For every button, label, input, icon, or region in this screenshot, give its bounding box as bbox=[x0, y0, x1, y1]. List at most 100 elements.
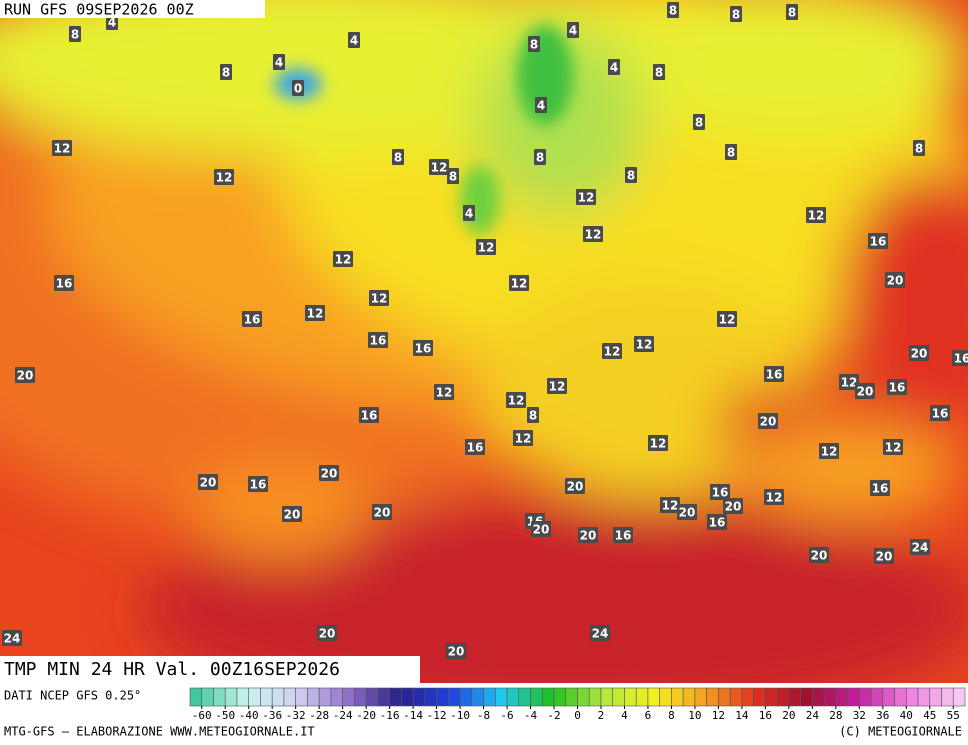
colorbar-tick-label: -12 bbox=[427, 709, 447, 722]
map-label: 20 bbox=[321, 467, 338, 481]
map-label: 12 bbox=[335, 253, 352, 267]
map-title: TMP MIN 24 HR Val. 00Z16SEP2026 bbox=[4, 659, 340, 680]
colorbar-swatch bbox=[612, 687, 625, 707]
map-label: 12 bbox=[54, 142, 71, 156]
colorbar-tick-label: -20 bbox=[356, 709, 376, 722]
label-box bbox=[887, 379, 907, 395]
label-box bbox=[868, 233, 888, 249]
map-label: 4 bbox=[537, 99, 545, 113]
map-label: 16 bbox=[615, 529, 632, 543]
label-box bbox=[590, 625, 610, 641]
map-label: 20 bbox=[811, 549, 828, 563]
label-box bbox=[248, 476, 268, 492]
colorbar-swatch bbox=[671, 687, 684, 707]
map-label: 12 bbox=[719, 313, 736, 327]
map-label: 12 bbox=[216, 171, 233, 185]
map-label: 16 bbox=[954, 352, 968, 366]
colorbar-swatch bbox=[412, 687, 426, 707]
colorbar-swatch bbox=[894, 687, 907, 707]
colorbar-swatch bbox=[682, 687, 696, 707]
colorbar-tick-label: 32 bbox=[853, 709, 866, 722]
label-box bbox=[434, 384, 454, 400]
colorbar-tick-label: -16 bbox=[380, 709, 400, 722]
map-label: 16 bbox=[250, 478, 267, 492]
colorbar-swatch bbox=[776, 687, 790, 707]
colorbar-swatch bbox=[236, 687, 250, 707]
colorbar-swatch bbox=[271, 687, 285, 707]
colorbar-swatch bbox=[635, 687, 649, 707]
colorbar-tick-label: -36 bbox=[262, 709, 282, 722]
map-label: 20 bbox=[448, 645, 465, 659]
colorbar-tick-label: 16 bbox=[759, 709, 772, 722]
map-label: 20 bbox=[533, 523, 550, 537]
map-label: 8 bbox=[627, 169, 635, 183]
colorbar-swatch bbox=[718, 687, 731, 707]
map-label: 4 bbox=[108, 16, 116, 30]
map-label: 0 bbox=[294, 82, 302, 96]
label-box bbox=[214, 169, 234, 185]
label-box bbox=[608, 59, 620, 75]
map-label: 4 bbox=[350, 34, 358, 48]
map-label: 20 bbox=[374, 506, 391, 520]
label-box bbox=[52, 140, 72, 156]
label-box bbox=[565, 478, 585, 494]
map-label: 8 bbox=[536, 151, 544, 165]
map-label: 16 bbox=[709, 516, 726, 530]
colorbar-tick-label: 10 bbox=[688, 709, 701, 722]
colorbar-swatch bbox=[307, 687, 320, 707]
map-label: 16 bbox=[712, 486, 729, 500]
colorbar-swatch bbox=[600, 687, 614, 707]
map-label: 12 bbox=[511, 277, 528, 291]
map-label: 12 bbox=[636, 338, 653, 352]
map-label: 20 bbox=[200, 476, 217, 490]
map-label: 20 bbox=[17, 369, 34, 383]
label-box bbox=[583, 226, 603, 242]
map-label: 12 bbox=[808, 209, 825, 223]
label-box bbox=[677, 504, 697, 520]
map-label: 20 bbox=[679, 506, 696, 520]
label-box bbox=[809, 547, 829, 563]
label-box bbox=[806, 207, 826, 223]
label-box bbox=[547, 378, 567, 394]
label-box bbox=[198, 474, 218, 490]
colorbar-tick-label: 0 bbox=[574, 709, 581, 722]
map-label: 12 bbox=[604, 345, 621, 359]
label-box bbox=[625, 167, 637, 183]
label-box bbox=[392, 149, 404, 165]
colorbar-swatch bbox=[624, 687, 637, 707]
map-label: 12 bbox=[821, 445, 838, 459]
map-label: 12 bbox=[885, 441, 902, 455]
colorbar-swatch bbox=[882, 687, 895, 707]
label-box bbox=[758, 413, 778, 429]
colorbar-tick-label: -50 bbox=[215, 709, 235, 722]
map-label: 12 bbox=[431, 161, 448, 175]
label-box bbox=[333, 251, 353, 267]
map-label: 20 bbox=[911, 347, 928, 361]
colorbar-swatch bbox=[283, 687, 296, 707]
colorbar-swatch bbox=[577, 687, 590, 707]
map-label: 8 bbox=[788, 6, 796, 20]
colorbar-swatch bbox=[753, 687, 766, 707]
colorbar-tick-label: 4 bbox=[621, 709, 628, 722]
colorbar-swatch bbox=[260, 687, 273, 707]
label-box bbox=[764, 366, 784, 382]
label-box bbox=[273, 54, 285, 70]
colorbar-tick-label: 45 bbox=[923, 709, 936, 722]
colorbar-swatch bbox=[823, 687, 837, 707]
colorbar-swatch bbox=[788, 687, 801, 707]
colorbar-tick-label: 28 bbox=[829, 709, 842, 722]
label-box bbox=[660, 497, 680, 513]
label-box bbox=[707, 514, 727, 530]
map-label: 12 bbox=[578, 191, 595, 205]
map-label: 12 bbox=[371, 292, 388, 306]
colorbar-swatch bbox=[541, 687, 555, 707]
label-box bbox=[693, 114, 705, 130]
map-label: 16 bbox=[467, 441, 484, 455]
label-box bbox=[54, 275, 74, 291]
colorbar-swatch bbox=[248, 687, 261, 707]
colorbar-tick-label: -14 bbox=[403, 709, 423, 722]
colorbar-swatch bbox=[952, 687, 966, 707]
map-label: 8 bbox=[394, 151, 402, 165]
colorbar-swatch bbox=[318, 687, 332, 707]
map-label: 4 bbox=[610, 61, 618, 75]
